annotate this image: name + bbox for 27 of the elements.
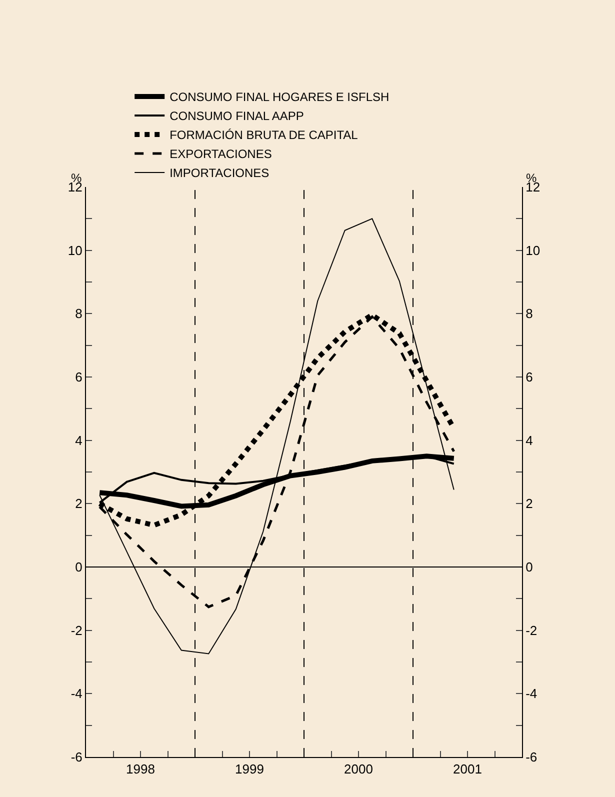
y-tick-label: -4 (70, 686, 82, 702)
y-tick-label: -6 (70, 750, 82, 765)
y-tick-label: 8 (75, 306, 82, 322)
y-tick-label: 10 (68, 242, 82, 258)
y2-tick-label: 2 (526, 496, 533, 512)
y-tick-label: 2 (75, 496, 82, 512)
legend-label: CONSUMO FINAL AAPP (170, 109, 304, 124)
y-tick-label: 0 (75, 560, 82, 575)
x-tick-label: 2000 (344, 762, 373, 777)
y2-tick-label: -6 (526, 750, 538, 765)
legend-label: FORMACIÓN BRUTA DE CAPITAL (170, 128, 358, 142)
x-tick-label: 1999 (235, 762, 264, 777)
x-tick-label: 2001 (453, 762, 482, 777)
y-tick-label: -2 (70, 622, 82, 638)
y2-tick-label: -2 (526, 622, 538, 638)
y-tick-label: 4 (75, 432, 82, 448)
x-tick-label: 1998 (126, 762, 155, 777)
y2-tick-label: 10 (526, 242, 540, 258)
y2-tick-label: 4 (526, 432, 533, 448)
legend-label: CONSUMO FINAL HOGARES E ISFLSH (170, 90, 390, 104)
y-tick-label: 6 (75, 370, 82, 385)
legend-label: EXPORTACIONES (170, 147, 272, 162)
y2-tick-label: 8 (526, 306, 533, 322)
legend-label: IMPORTACIONES (170, 166, 270, 180)
y2-tick-label: 6 (526, 370, 533, 385)
y2-tick-label: -4 (526, 686, 538, 702)
y2-tick-label: 0 (526, 560, 533, 575)
